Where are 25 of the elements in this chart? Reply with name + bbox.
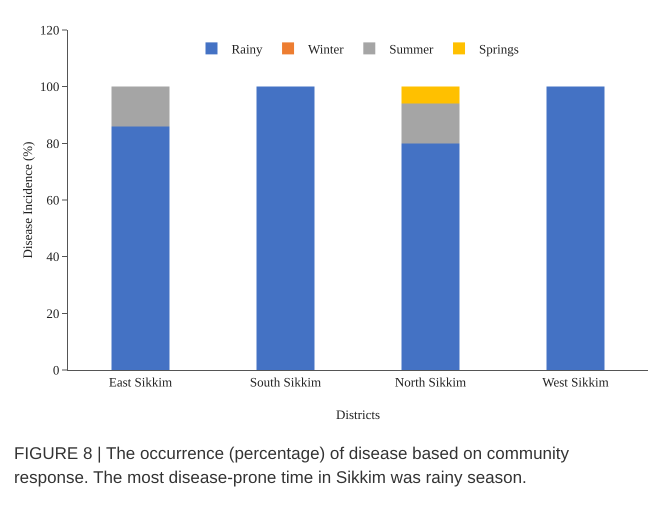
- y-tick-label: 40: [46, 249, 60, 264]
- x-tick-label: South Sikkim: [250, 374, 322, 390]
- y-tick-label: 100: [40, 79, 60, 94]
- legend-label: Summer: [389, 41, 434, 56]
- bar: [546, 86, 604, 370]
- bar: [112, 86, 170, 126]
- x-tick-label: East Sikkim: [108, 374, 172, 390]
- bar: [402, 143, 460, 370]
- y-tick-label: 0: [52, 362, 60, 378]
- y-tick-label: 60: [46, 192, 60, 208]
- caption: FIGURE 8 | The occurrence (percentage) of disease based on community response. The most disease-prone time in Sikkim was rainy season.: [13, 443, 570, 489]
- legend-label: Rainy: [232, 41, 264, 56]
- legend-label: Springs: [479, 41, 519, 56]
- bar: [112, 126, 170, 370]
- y-axis-title: Disease Incidence (%): [20, 142, 35, 258]
- bar: [402, 104, 460, 144]
- y-tick-label: 120: [40, 22, 60, 38]
- bar: [256, 86, 314, 370]
- x-axis-title: Districts: [336, 407, 380, 422]
- y-tick-label: 80: [46, 136, 60, 151]
- bar: [402, 86, 460, 104]
- y-tick-label: 20: [46, 306, 60, 321]
- x-tick-label: North Sikkim: [394, 374, 466, 390]
- legend-label: Winter: [308, 41, 344, 56]
- x-tick-label: West Sikkim: [542, 374, 609, 390]
